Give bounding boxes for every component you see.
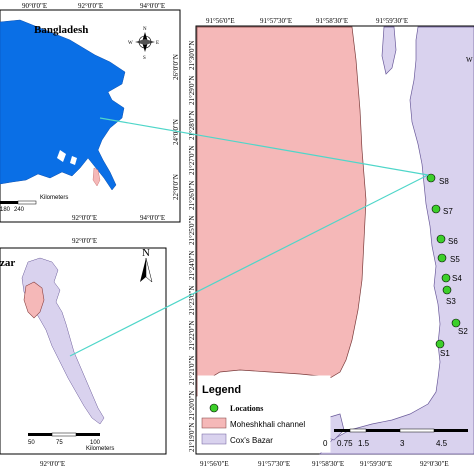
compass-e: E <box>156 41 159 46</box>
main-map: 91°56'0"E 91°57'30"E 91°58'30"E 91°59'30… <box>188 17 474 468</box>
station-s6: S6 <box>436 234 458 246</box>
main-scale-45: 4.5 <box>436 439 448 448</box>
station-s5: S5 <box>437 253 460 264</box>
cb-region-label: zar <box>0 257 15 269</box>
main-lat-tick-3: 21°28'0"N <box>188 111 196 140</box>
main-lat-tick-8: 21°23'0"N <box>188 286 196 315</box>
cb-scale-75: 75 <box>56 440 63 446</box>
main-lon-top-3: 91°58'30"E <box>316 17 348 25</box>
compass-s: S <box>143 56 146 61</box>
cb-inset-lon-tick-bottom: 92°0'0"E <box>40 460 65 468</box>
cb-scale-bar: 50 75 100 Kilometers <box>28 432 114 452</box>
inset-scale-180: 180 <box>0 207 11 213</box>
station-label-s3: S3 <box>446 297 456 306</box>
inset-lat-tick-2: 24°0'0"N <box>172 119 180 145</box>
legend: Legend Locations Moheshkhali channel Cox… <box>197 375 331 453</box>
bangladesh-label: Bangladesh <box>34 24 88 36</box>
bangladesh-coastal-islands <box>57 150 77 165</box>
sampling-stations: S8 S7 S6 S5 S4 S3 S2 S1 <box>426 173 468 358</box>
main-lat-tick-2: 21°29'0"N <box>188 76 196 105</box>
main-lat-tick-1: 21°30'0"N <box>188 41 196 70</box>
station-s2: S2 <box>451 318 468 336</box>
inset-lon-tick-top-2: 92°0'0"E <box>78 2 103 10</box>
station-label-s4: S4 <box>452 274 462 283</box>
bangladesh-landmass <box>0 19 126 191</box>
main-lon-bottom-1: 91°56'0"E <box>200 460 229 468</box>
main-lon-bottom-4: 91°59'30"E <box>360 460 392 468</box>
main-scale-bar: 0 0.75 1.5 3 4.5 <box>323 428 468 448</box>
coxs-bazar-inset: 92°0'0"E zar N 50 75 100 Kilometers 92°0… <box>0 237 167 468</box>
main-scale-15: 1.5 <box>358 439 370 448</box>
station-label-s8: S8 <box>439 177 449 186</box>
legend-title: Legend <box>202 384 241 396</box>
main-lat-tick-12: 21°19'0"N <box>188 423 196 452</box>
inset-lon-tick-top-1: 90°0'0"E <box>22 2 47 10</box>
main-lon-top-4: 91°59'30"E <box>376 17 408 25</box>
main-scale-3: 3 <box>400 439 405 448</box>
main-lat-tick-9: 21°22'0"N <box>188 321 196 350</box>
main-lat-tick-5: 21°26'0"N <box>188 181 196 210</box>
inset-lat-tick-3: 22°0'0"N <box>172 174 180 200</box>
coxs-bazar-district-highlight <box>92 167 101 187</box>
station-s7: S7 <box>431 204 453 216</box>
main-lon-top-1: 91°56'0"E <box>206 17 235 25</box>
station-label-s5: S5 <box>450 255 460 264</box>
station-label-s7: S7 <box>443 207 453 216</box>
inset-lon-tick-bottom-2: 92°0'0"E <box>72 214 97 222</box>
inset-lon-tick-top-3: 94°0'0"E <box>140 2 165 10</box>
legend-moheshkhali: Moheshkhali channel <box>230 420 305 429</box>
main-lat-tick-4: 21°27'0"N <box>188 146 196 175</box>
station-label-s2: S2 <box>458 327 468 336</box>
cb-north-arrow: N <box>140 247 153 283</box>
legend-coxs-bazar: Cox's Bazar <box>230 436 273 445</box>
main-lat-tick-10: 21°21'0"N <box>188 356 196 385</box>
inset-lat-tick-1: 26°0'0"N <box>172 54 180 80</box>
inset-scale-240: 240 <box>14 207 25 213</box>
main-lat-tick-6: 21°25'0"N <box>188 216 196 245</box>
north-arrow-compass-rose: N E S W <box>128 27 159 61</box>
bangladesh-inset: 90°0'0"E 92°0'0"E 94°0'0"E 92°0'0"E 94°0… <box>0 2 181 223</box>
legend-locations: Locations <box>230 404 263 413</box>
station-s1: S1 <box>435 339 450 358</box>
inset-lon-tick-bottom-3: 94°0'0"E <box>140 214 165 222</box>
moheshkhali-channel-area <box>196 26 367 397</box>
main-lon-bottom-2: 91°57'30"E <box>258 460 290 468</box>
station-label-s6: S6 <box>448 237 458 246</box>
main-lon-bottom-5: 92°0'30"E <box>420 460 449 468</box>
main-lon-bottom-3: 91°58'30"E <box>312 460 344 468</box>
station-label-s1: S1 <box>440 349 450 358</box>
station-s4: S4 <box>441 273 462 283</box>
coxs-bazar-west-strip <box>381 26 397 75</box>
main-lat-ticks: 21°30'0"N 21°29'0"N 21°28'0"N 21°27'0"N … <box>188 41 196 452</box>
connector-lines <box>69 117 429 357</box>
compass-w: W <box>128 41 133 46</box>
compass-n: N <box>143 27 147 32</box>
cb-scale-unit: Kilometers <box>86 446 114 452</box>
inset-scale-bar: Kilometers 180 240 <box>0 195 68 213</box>
main-scale-0: 0 <box>323 439 328 448</box>
moheshkhali-island-inset <box>23 281 45 319</box>
main-corner-w: W <box>466 56 473 64</box>
main-lat-tick-11: 21°20'0"N <box>188 391 196 420</box>
station-s8: S8 <box>426 173 449 186</box>
main-scale-075: 0.75 <box>337 439 353 448</box>
cb-inset-lon-tick-top: 92°0'0"E <box>72 237 97 245</box>
cb-north-n: N <box>142 247 150 259</box>
station-s3: S3 <box>442 285 456 306</box>
inset-scale-unit: Kilometers <box>40 195 68 201</box>
cb-scale-50: 50 <box>28 440 35 446</box>
cb-scale-100: 100 <box>90 440 101 446</box>
main-lon-top-2: 91°57'30"E <box>260 17 292 25</box>
main-lat-tick-7: 21°24'0"N <box>188 251 196 280</box>
